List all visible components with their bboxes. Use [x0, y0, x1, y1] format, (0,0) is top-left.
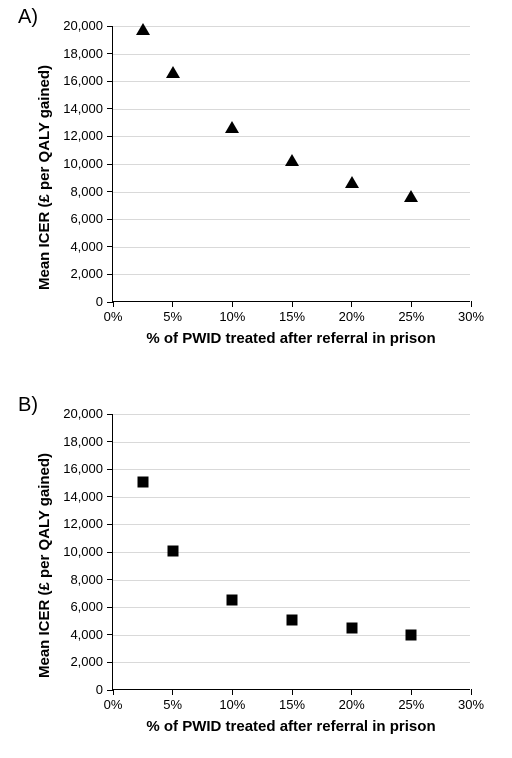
panel-a-ytick-label: 8,000	[70, 184, 103, 199]
panel-a-ytick-label: 18,000	[63, 46, 103, 61]
panel-a-x-title: % of PWID treated after referral in pris…	[112, 330, 470, 347]
panel-a-ytick-label: 4,000	[70, 239, 103, 254]
panel-b-xtick-label: 20%	[339, 697, 365, 712]
panel-a-gridline	[113, 81, 470, 82]
panel-b-ytick-label: 2,000	[70, 654, 103, 669]
panel-a-data-point	[136, 23, 150, 35]
panel-a-gridline	[113, 136, 470, 137]
panel-a-ytick-label: 6,000	[70, 211, 103, 226]
panel-b-xtick-label: 10%	[219, 697, 245, 712]
panel-b-data-point	[406, 629, 417, 640]
panel-a: A) 02,0004,0006,0008,00010,00012,00014,0…	[0, 0, 512, 370]
panel-b-ytick-label: 4,000	[70, 627, 103, 642]
panel-b-xtick-label: 5%	[163, 697, 182, 712]
panel-b-letter: B)	[18, 394, 38, 417]
panel-a-xtick-label: 30%	[458, 309, 484, 324]
panel-a-gridline	[113, 274, 470, 275]
panel-b-plot: 02,0004,0006,0008,00010,00012,00014,0001…	[112, 414, 470, 690]
panel-a-data-point	[225, 121, 239, 133]
panel-b-xtick-label: 15%	[279, 697, 305, 712]
panel-a-ytick-label: 10,000	[63, 156, 103, 171]
panel-b-data-point	[287, 614, 298, 625]
panel-a-gridline	[113, 247, 470, 248]
panel-b-ytick-label: 18,000	[63, 434, 103, 449]
panel-a-xtick-label: 15%	[279, 309, 305, 324]
panel-a-ytick-label: 12,000	[63, 128, 103, 143]
panel-b-gridline	[113, 497, 470, 498]
panel-b-gridline	[113, 414, 470, 415]
panel-b-data-point	[227, 595, 238, 606]
panel-a-xtick-label: 25%	[398, 309, 424, 324]
panel-b-ytick-label: 12,000	[63, 516, 103, 531]
panel-b-y-title: Mean ICER (£ per QALY gained)	[36, 453, 53, 678]
panel-a-ytick-label: 20,000	[63, 18, 103, 33]
panel-b-xtick-label: 0%	[104, 697, 123, 712]
panel-b-gridline	[113, 469, 470, 470]
panel-b-gridline	[113, 662, 470, 663]
panel-a-data-point	[285, 154, 299, 166]
panel-b-xtick-label: 25%	[398, 697, 424, 712]
panel-b-ytick-label: 6,000	[70, 599, 103, 614]
panel-a-plot: 02,0004,0006,0008,00010,00012,00014,0001…	[112, 26, 470, 302]
panel-b: B) 02,0004,0006,0008,00010,00012,00014,0…	[0, 388, 512, 758]
panel-a-gridline	[113, 26, 470, 27]
panel-b-ytick-label: 10,000	[63, 544, 103, 559]
panel-b-data-point	[346, 622, 357, 633]
panel-a-ytick-label: 16,000	[63, 73, 103, 88]
panel-b-xtick-label: 30%	[458, 697, 484, 712]
panel-b-gridline	[113, 607, 470, 608]
panel-b-x-title: % of PWID treated after referral in pris…	[112, 718, 470, 735]
panel-a-xtick-label: 0%	[104, 309, 123, 324]
panel-a-ytick-label: 2,000	[70, 266, 103, 281]
panel-b-gridline	[113, 524, 470, 525]
panel-a-xtick-label: 5%	[163, 309, 182, 324]
panel-b-ytick-label: 0	[96, 682, 103, 697]
panel-b-ytick-label: 8,000	[70, 572, 103, 587]
panel-a-gridline	[113, 109, 470, 110]
panel-a-y-title: Mean ICER (£ per QALY gained)	[36, 65, 53, 290]
panel-b-gridline	[113, 580, 470, 581]
panel-b-gridline	[113, 442, 470, 443]
panel-a-data-point	[404, 190, 418, 202]
page-root: A) 02,0004,0006,0008,00010,00012,00014,0…	[0, 0, 512, 758]
panel-b-ytick-label: 16,000	[63, 461, 103, 476]
panel-a-gridline	[113, 219, 470, 220]
panel-a-data-point	[166, 66, 180, 78]
panel-a-xtick-label: 20%	[339, 309, 365, 324]
panel-b-ytick-label: 20,000	[63, 406, 103, 421]
panel-b-data-point	[167, 545, 178, 556]
panel-a-ytick-label: 0	[96, 294, 103, 309]
panel-a-letter: A)	[18, 6, 38, 29]
panel-a-xtick-label: 10%	[219, 309, 245, 324]
panel-b-ytick-label: 14,000	[63, 489, 103, 504]
panel-b-data-point	[137, 476, 148, 487]
panel-a-data-point	[345, 176, 359, 188]
panel-a-gridline	[113, 54, 470, 55]
panel-a-ytick-label: 14,000	[63, 101, 103, 116]
